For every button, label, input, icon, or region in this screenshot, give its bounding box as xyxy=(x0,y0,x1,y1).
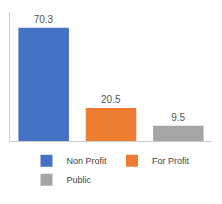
svg-text:For Profit: For Profit xyxy=(152,156,190,166)
svg-text:9.5: 9.5 xyxy=(171,112,185,123)
svg-text:70.3: 70.3 xyxy=(34,14,54,25)
svg-text:20.5: 20.5 xyxy=(101,94,121,105)
svg-text:Public: Public xyxy=(67,175,92,185)
svg-text:Non Profit: Non Profit xyxy=(67,156,108,166)
